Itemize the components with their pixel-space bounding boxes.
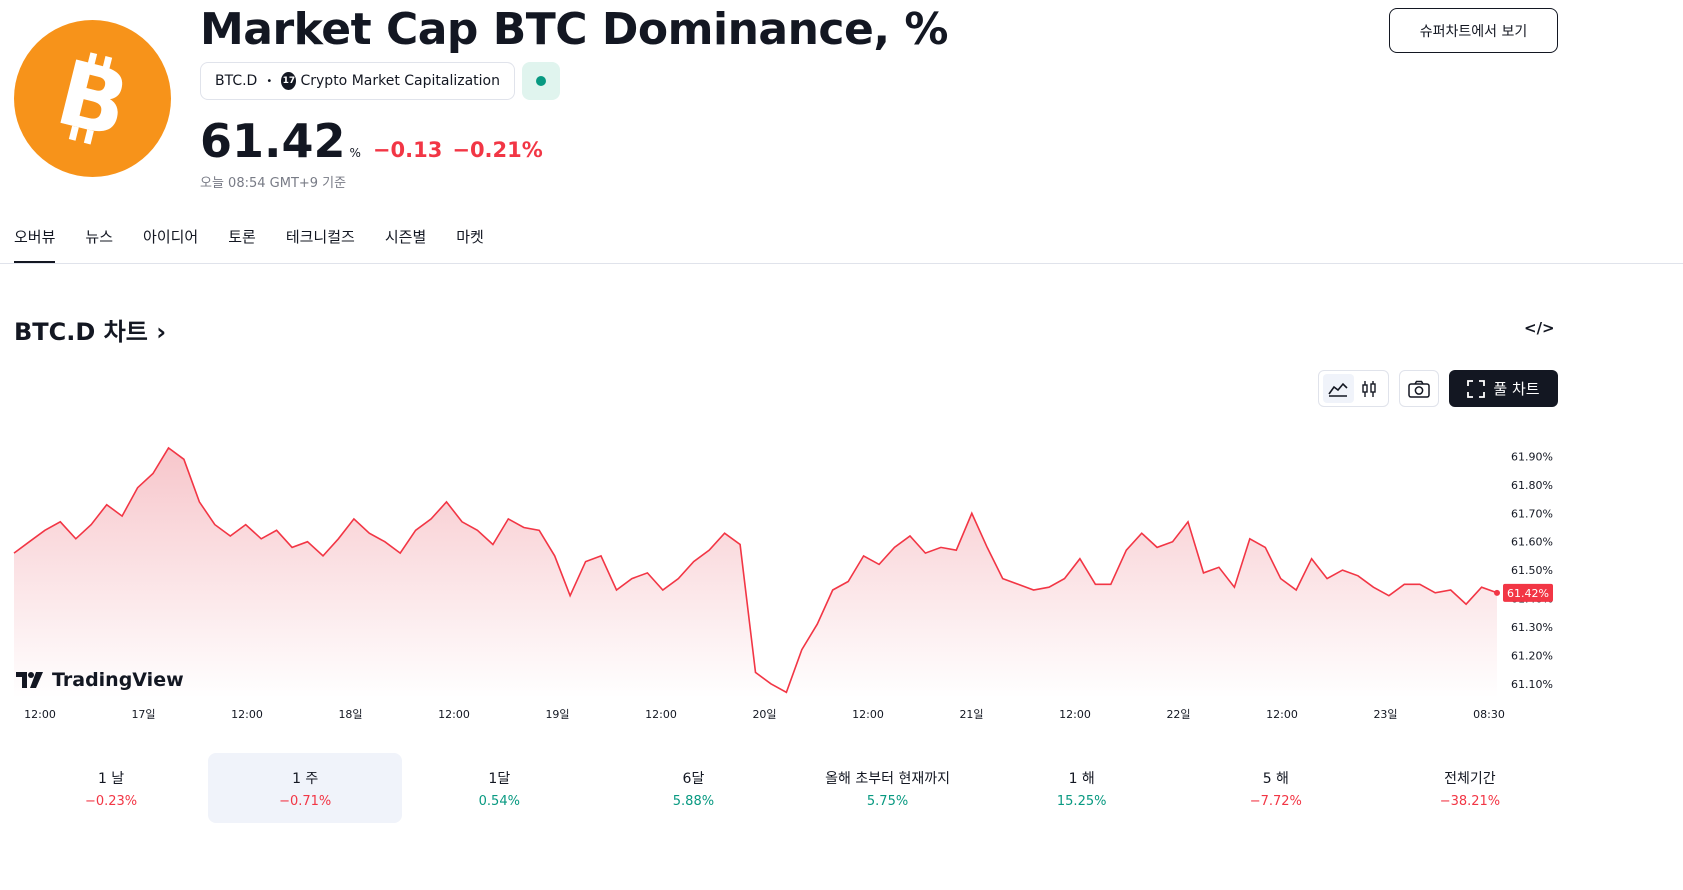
tab-4[interactable]: 테크니컬즈: [285, 228, 355, 246]
y-tick-label: 61.70%: [1511, 507, 1553, 520]
period-label: 1달: [488, 770, 511, 787]
tab-6[interactable]: 마켓: [456, 228, 484, 246]
tab-divider: [0, 263, 1683, 264]
period-button[interactable]: 1 날 −0.23%: [14, 753, 208, 823]
area-chart-icon[interactable]: [1323, 374, 1354, 403]
symbol-label: BTC.D: [215, 73, 258, 89]
period-label: 5 해: [1262, 770, 1289, 787]
tab-bar: 오버뷰 뉴스 아이디어 토론 테크니컬즈 시즌별 마켓: [14, 226, 484, 264]
tab-5[interactable]: 시즌별: [384, 228, 427, 246]
x-tick-label: 18일: [338, 707, 362, 721]
price-row: 61.42 % −0.13 −0.21%: [200, 114, 553, 168]
candlestick-icon[interactable]: [1354, 374, 1385, 403]
period-button[interactable]: 6달 5.88%: [596, 753, 790, 823]
tradingview-icon: [16, 672, 43, 688]
x-tick-label: 12:00: [852, 708, 884, 721]
bitcoin-icon: B: [14, 20, 171, 177]
period-change: −0.23%: [84, 793, 138, 809]
x-tick-label: 21일: [959, 707, 983, 721]
period-change: 0.54%: [478, 793, 520, 809]
chart-last-point: [1494, 589, 1500, 596]
chevron-right-icon: ›: [156, 318, 167, 346]
tab-3[interactable]: 토론: [228, 228, 256, 246]
period-button[interactable]: 전체기간 −38.21%: [1373, 753, 1567, 823]
last-updated: 오늘 08:54 GMT+9 기준: [200, 176, 347, 191]
x-tick-label: 12:00: [1266, 708, 1298, 721]
x-tick-label: 12:00: [24, 708, 56, 721]
period-label: 전체기간: [1444, 770, 1496, 787]
y-tick-label: 61.50%: [1511, 564, 1553, 577]
tradingview-icon: 17: [281, 72, 297, 90]
performance-periods: 1 날 −0.23% 1 주 −0.71% 1달 0.54% 6달 5.88% 올해 초부터 현…: [14, 753, 1567, 823]
x-tick-label: 12:00: [1059, 708, 1091, 721]
code-icon[interactable]: </>: [1524, 319, 1555, 337]
x-tick-label: 17일: [131, 707, 155, 721]
tab-1[interactable]: 뉴스: [85, 228, 114, 246]
period-label: 올해 초부터 현재까지: [825, 770, 950, 787]
y-tick-label: 61.60%: [1511, 536, 1553, 549]
exchange-label: Crypto Market Capitalization: [300, 73, 500, 89]
period-button[interactable]: 올해 초부터 현재까지 5.75%: [791, 753, 985, 823]
period-button[interactable]: 5 해 −7.72%: [1179, 753, 1373, 823]
chart-section-title[interactable]: BTC.D 차트 ›: [14, 312, 166, 347]
period-button[interactable]: 1달 0.54%: [402, 753, 596, 823]
y-tick-label: 61.20%: [1511, 649, 1553, 662]
tab-2[interactable]: 아이디어: [143, 228, 199, 246]
period-label: 1 날: [97, 770, 125, 787]
full-chart-button[interactable]: 풀 차트: [1449, 370, 1558, 407]
period-change: 5.88%: [672, 793, 715, 809]
chart-section-title-text: BTC.D 차트: [14, 318, 148, 346]
tradingview-watermark: TradingView: [16, 669, 184, 691]
period-label: 1 주: [292, 770, 319, 787]
chart-area-fill: [14, 447, 1497, 698]
x-tick-label: 23일: [1373, 707, 1397, 721]
period-button[interactable]: 1 주 −0.71%: [208, 753, 403, 823]
y-tick-label: 61.90%: [1511, 450, 1553, 463]
separator-dot: •: [266, 75, 273, 87]
symbol-exchange-chip[interactable]: BTC.D • 17 Crypto Market Capitalization: [200, 62, 515, 100]
fullscreen-icon: [1467, 379, 1486, 398]
watermark-text: TradingView: [52, 669, 184, 691]
x-tick-label: 12:00: [231, 708, 263, 721]
chart-style-toggle: [1318, 370, 1389, 407]
y-tick-label: 61.30%: [1511, 621, 1553, 634]
last-value-badge: [1503, 583, 1553, 602]
x-tick-label: 20일: [752, 707, 776, 721]
period-change: −7.72%: [1249, 793, 1302, 809]
x-tick-label: 19일: [545, 707, 569, 721]
change-absolute: −0.13: [372, 138, 443, 162]
period-button[interactable]: 1 해 15.25%: [985, 753, 1179, 823]
y-tick-label: 61.80%: [1511, 479, 1553, 492]
price-unit: %: [349, 146, 361, 160]
x-tick-label: 12:00: [645, 708, 677, 721]
period-change: −38.21%: [1439, 793, 1501, 809]
camera-icon[interactable]: [1399, 370, 1439, 407]
last-value-label: 61.42%: [1507, 587, 1549, 600]
period-change: 5.75%: [866, 793, 909, 809]
period-label: 6달: [682, 770, 705, 787]
chart-series-line: [13, 446, 1498, 694]
market-status-dot: [536, 76, 546, 86]
x-tick-label: 08:30: [1473, 708, 1505, 721]
y-tick-label: 61.10%: [1511, 678, 1553, 691]
page-title: Market Cap BTC Dominance, %: [200, 4, 948, 55]
period-change: 15.25%: [1056, 793, 1107, 809]
current-price: 61.42: [200, 114, 346, 168]
price-chart[interactable]: 61.90%61.80%61.70%61.60%61.50%61.40%61.3…: [0, 420, 1683, 730]
x-tick-label: 22일: [1166, 707, 1190, 721]
period-label: 1 해: [1068, 770, 1095, 787]
tab-0[interactable]: 오버뷰: [14, 226, 56, 264]
open-supercharts-button[interactable]: 슈퍼차트에서 보기: [1389, 8, 1558, 53]
full-chart-label: 풀 차트: [1493, 380, 1540, 398]
period-change: −0.71%: [279, 793, 332, 809]
market-status-indicator[interactable]: [522, 62, 560, 100]
change-percent: −0.21%: [452, 138, 543, 162]
x-tick-label: 12:00: [438, 708, 470, 721]
